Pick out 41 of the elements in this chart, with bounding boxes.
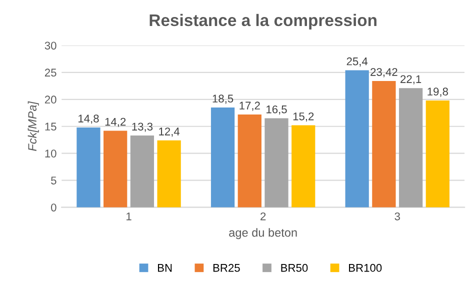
data-label: 17,2: [240, 102, 260, 111]
x-tick-label: 1: [126, 212, 132, 220]
bar: [426, 100, 450, 208]
data-label: 19,8: [428, 88, 448, 97]
legend-label: BR25: [213, 264, 240, 272]
x-tick-label: 2: [260, 212, 266, 220]
bar: [130, 136, 154, 208]
bar: [398, 88, 423, 208]
data-label: 13,3: [132, 122, 153, 132]
bar: [264, 118, 288, 208]
legend-label: BN: [158, 264, 172, 272]
data-label: 25,4: [346, 57, 368, 67]
bar: [372, 80, 396, 208]
y-tick-label: 15: [45, 122, 56, 131]
chart-title: Resistance a la compression: [150, 14, 376, 30]
data-label: 16,5: [266, 105, 287, 115]
data-label: 12,4: [159, 128, 180, 137]
y-tick-label: 0: [51, 204, 56, 212]
y-tick-label: 25: [44, 68, 56, 77]
bar: [345, 70, 369, 208]
data-label: 18,5: [212, 94, 234, 104]
x-axis-title: age du beton: [229, 228, 297, 240]
data-label: 14,8: [78, 114, 99, 124]
data-label: 23,42: [370, 68, 398, 78]
y-axis-title: Fck[MPa]: [28, 101, 39, 151]
data-label: 14,2: [105, 118, 126, 128]
bar: [76, 127, 100, 208]
data-label: 15,2: [293, 112, 314, 122]
y-tick-label: 10: [45, 150, 56, 158]
y-tick-label: 5: [51, 176, 56, 184]
bar: [104, 130, 128, 208]
legend-label: BR50: [281, 264, 308, 272]
bar: [157, 140, 181, 208]
bar: [238, 114, 262, 208]
bar: [292, 125, 316, 208]
x-tick-label: 3: [394, 212, 400, 220]
data-label: 22,1: [400, 75, 422, 84]
y-tick-label: 20: [44, 96, 56, 104]
legend-label: BR100: [349, 264, 382, 272]
bar: [210, 107, 235, 208]
y-tick-label: 30: [44, 42, 56, 50]
